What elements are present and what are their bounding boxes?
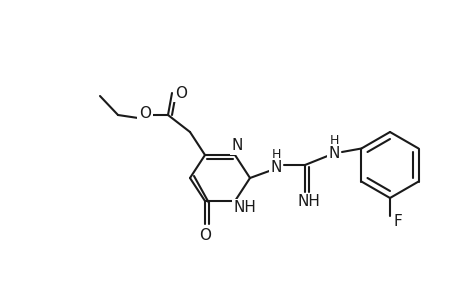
Text: H: H	[329, 134, 338, 146]
Text: O: O	[139, 106, 151, 121]
Text: N: N	[231, 139, 242, 154]
Text: NH: NH	[233, 200, 256, 215]
Text: N: N	[328, 146, 339, 160]
Text: O: O	[199, 229, 211, 244]
Text: NH: NH	[297, 194, 320, 209]
Text: O: O	[174, 85, 187, 100]
Text: F: F	[393, 214, 402, 230]
Text: N: N	[270, 160, 281, 175]
Text: H: H	[271, 148, 280, 161]
